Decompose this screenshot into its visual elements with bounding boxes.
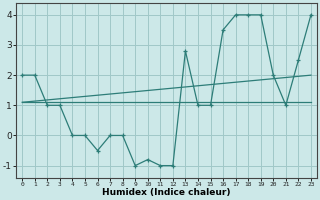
X-axis label: Humidex (Indice chaleur): Humidex (Indice chaleur): [102, 188, 231, 197]
